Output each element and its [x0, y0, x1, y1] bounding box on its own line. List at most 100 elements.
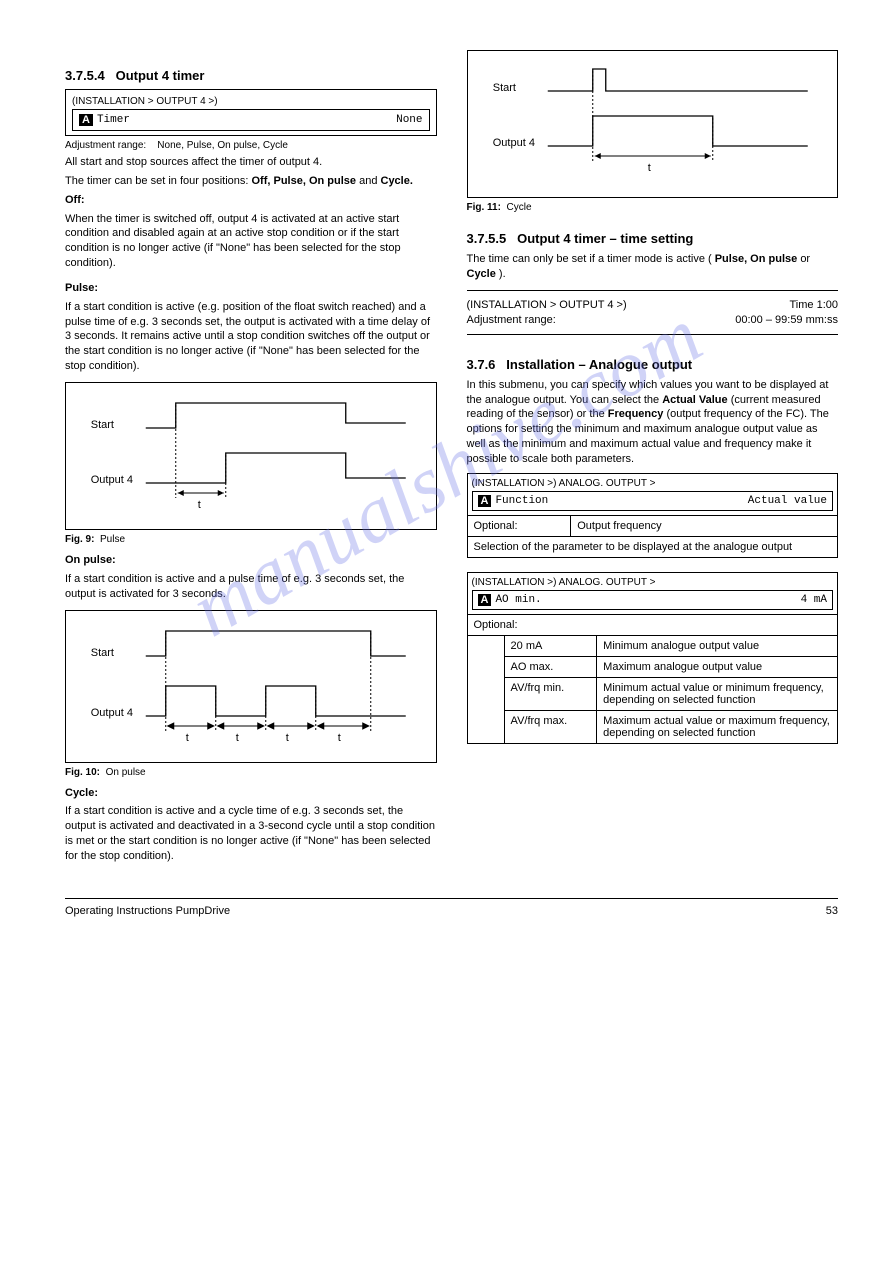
t: Fig. 10: [65, 767, 100, 778]
page-footer: Operating Instructions PumpDrive 53 [65, 898, 838, 917]
fig-caption: Fig. 11: Cycle [467, 202, 839, 213]
footer-left: Operating Instructions PumpDrive [65, 905, 230, 917]
cell: Minimum analogue output value [597, 635, 838, 656]
t: 3.7.5.5 [467, 231, 507, 246]
t: The time can only be set if a timer mode… [467, 253, 712, 265]
para: All start and stop sources affect the ti… [65, 155, 437, 170]
cursor-icon: A [79, 114, 93, 126]
t: (INSTALLATION > OUTPUT 4 >) [467, 299, 627, 311]
left-column: 3.7.5.4 Output 4 timer (INSTALLATION > O… [65, 50, 437, 868]
menu-screen: A Timer None [72, 109, 430, 131]
menu-screen: A Function Actual value [472, 491, 834, 511]
t: Pulse [100, 534, 125, 545]
timing-diagram-pulse: Start Output 4 t [74, 393, 428, 523]
timing-diagram-cycle: Start Output 4 t [476, 61, 830, 191]
para: If a start condition is active and a cyc… [65, 804, 437, 863]
t: 3.7.6 [467, 357, 496, 372]
columns: 3.7.5.4 Output 4 timer (INSTALLATION > O… [65, 50, 838, 868]
para: If a start condition is active (e.g. pos… [65, 300, 437, 374]
page: manualshive.com 3.7.5.4 Output 4 timer (… [0, 0, 893, 947]
cell: AV/frq max. [504, 710, 597, 743]
figure-cycle: Start Output 4 t [467, 50, 839, 198]
label-output: Output 4 [492, 137, 534, 149]
t: and [359, 175, 380, 187]
rule [467, 290, 839, 291]
fig-caption: Fig. 9: Pulse [65, 534, 437, 545]
para: If a start condition is active and a pul… [65, 572, 437, 602]
menu-label: AO min. [495, 594, 541, 606]
t: Cycle. [381, 175, 413, 187]
line: (INSTALLATION > OUTPUT 4 >) Time 1:00 [467, 299, 839, 311]
menu-value: Actual value [748, 495, 827, 507]
para: When the timer is switched off, output 4… [65, 212, 437, 271]
t: On pulse [106, 767, 146, 778]
para: The timer can be set in four positions: … [65, 174, 437, 189]
range-value: None, Pulse, On pulse, Cycle [157, 140, 288, 151]
t: Adjustment range: [467, 314, 556, 326]
menu-path: (INSTALLATION >) ANALOG. OUTPUT > [472, 478, 834, 489]
sec-title: Output 4 timer [116, 68, 205, 83]
heading-pulse: Pulse: [65, 281, 437, 296]
cell: Selection of the parameter to be display… [467, 536, 838, 557]
t: Off, Pulse, On pulse [251, 175, 356, 187]
heading-cycle: Cycle: [65, 786, 437, 801]
heading-3-7-5-4: 3.7.5.4 Output 4 timer [65, 68, 437, 83]
figure-onpulse: Start Output 4 [65, 610, 437, 763]
t: or [800, 253, 810, 265]
label-t: t [198, 499, 201, 511]
cell: Optional: [467, 614, 838, 635]
para: The time can only be set if a timer mode… [467, 252, 839, 282]
t: On pulse: [65, 554, 116, 566]
table-analog-function: (INSTALLATION >) ANALOG. OUTPUT > A Func… [467, 473, 839, 558]
cell: 20 mA [504, 635, 597, 656]
menu-cell: (INSTALLATION >) ANALOG. OUTPUT > A AO m… [467, 572, 838, 614]
label-t: t [286, 732, 289, 744]
t: ). [499, 268, 506, 280]
para: In this submenu, you can specify which v… [467, 378, 839, 467]
menu-figure-timer: (INSTALLATION > OUTPUT 4 >) A Timer None [65, 89, 437, 136]
t: Installation – Analogue output [506, 357, 692, 372]
label-output: Output 4 [91, 474, 133, 486]
t: Pulse, On pulse [715, 253, 798, 265]
t: Fig. 9: [65, 534, 94, 545]
line: Adjustment range: 00:00 – 99:59 mm:ss [467, 314, 839, 326]
cursor-icon: A [478, 594, 492, 606]
label-t: t [338, 732, 341, 744]
cell: Output frequency [571, 515, 838, 536]
heading-3-7-6: 3.7.6 Installation – Analogue output [467, 357, 839, 372]
rule [467, 334, 839, 335]
menu-screen: A AO min. 4 mA [472, 590, 834, 610]
menu-path: (INSTALLATION >) ANALOG. OUTPUT > [472, 577, 834, 588]
heading-off: Off: [65, 193, 437, 208]
range-label: Adjustment range: [65, 140, 146, 151]
menu-value: 4 mA [801, 594, 827, 606]
menu-path: (INSTALLATION > OUTPUT 4 >) [72, 96, 430, 107]
fig-caption: Fig. 10: On pulse [65, 767, 437, 778]
cell: AV/frq min. [504, 677, 597, 710]
label-start: Start [91, 419, 114, 431]
t: The timer can be set in four positions: [65, 175, 251, 187]
figure-pulse: Start Output 4 t [65, 382, 437, 530]
table-analog-ao: (INSTALLATION >) ANALOG. OUTPUT > A AO m… [467, 572, 839, 744]
menu-value: None [396, 114, 422, 126]
cell: Optional: [467, 515, 571, 536]
t: Frequency [608, 408, 664, 420]
t: Time 1:00 [789, 299, 838, 311]
t: Actual Value [662, 394, 727, 406]
label-output: Output 4 [91, 707, 133, 719]
menu-label: Timer [97, 114, 130, 126]
range-line: Adjustment range: None, Pulse, On pulse,… [65, 140, 437, 151]
label-t: t [236, 732, 239, 744]
label-t: t [186, 732, 189, 744]
label-start: Start [91, 647, 114, 659]
cell: Minimum actual value or minimum frequenc… [597, 677, 838, 710]
label-t: t [647, 162, 650, 174]
t: Cycle [467, 268, 496, 280]
t: Cycle: [65, 787, 98, 799]
footer-right: 53 [826, 905, 838, 917]
t: 00:00 – 99:59 mm:ss [735, 314, 838, 326]
heading-onpulse: On pulse: [65, 553, 437, 568]
sec-num: 3.7.5.4 [65, 68, 105, 83]
timing-diagram-onpulse: Start Output 4 [74, 621, 428, 756]
t: Pulse: [65, 282, 98, 294]
